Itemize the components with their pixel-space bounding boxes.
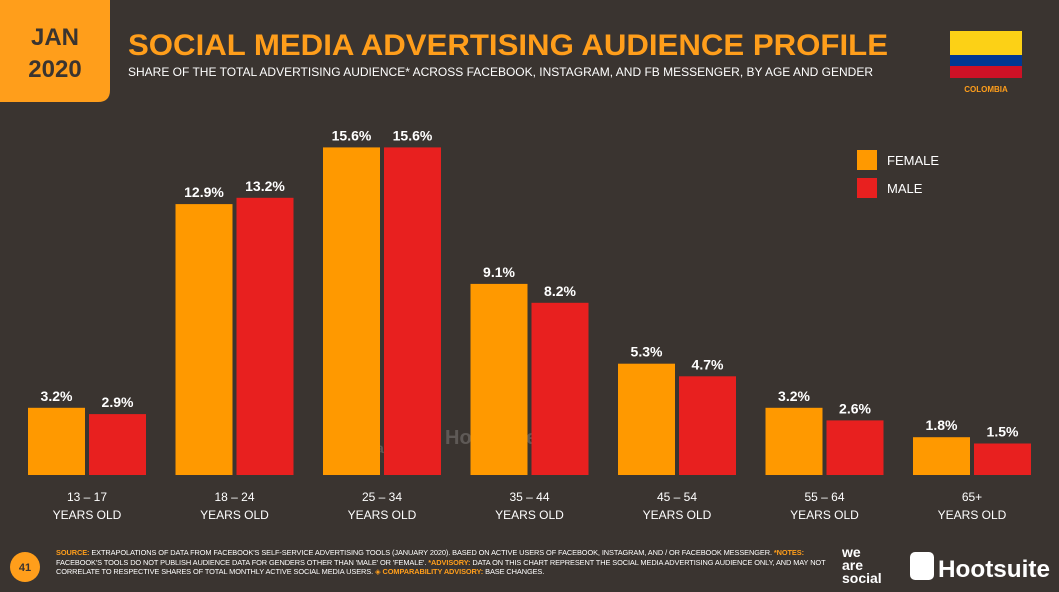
bar — [913, 437, 970, 475]
value-label: 3.2% — [778, 388, 810, 404]
legend-label: MALE — [887, 181, 923, 196]
x-tick-sublabel: YEARS OLD — [790, 508, 859, 522]
x-tick-label: 45 – 54 — [657, 490, 697, 504]
logo-we: we — [841, 544, 861, 560]
footer-heading: *ADVISORY: — [428, 557, 471, 567]
x-tick-label: 25 – 34 — [362, 490, 402, 504]
page-number: 41 — [19, 562, 31, 574]
logo-hootsuite: Hootsuite — [938, 556, 1050, 583]
footer-heading: SOURCE: — [56, 548, 90, 557]
x-tick-label: 65+ — [962, 490, 982, 504]
bar — [765, 407, 823, 475]
bar — [974, 443, 1031, 475]
bar — [384, 147, 441, 475]
bar — [826, 420, 884, 475]
chart-subtitle: SHARE OF THE TOTAL ADVERTISING AUDIENCE*… — [128, 65, 873, 79]
value-label: 9.1% — [483, 264, 515, 280]
x-tick-sublabel: YEARS OLD — [495, 508, 564, 522]
footer-text: EXTRAPOLATIONS OF DATA FROM FACEBOOK'S S… — [89, 548, 774, 557]
value-label: 1.8% — [926, 417, 958, 433]
logo-are: are — [842, 557, 863, 573]
value-label: 1.5% — [987, 424, 1019, 440]
bar — [470, 283, 528, 475]
date-badge — [0, 0, 110, 102]
logo-owl — [910, 552, 934, 580]
page-number-badge — [10, 552, 40, 582]
x-tick-sublabel: YEARS OLD — [938, 508, 1007, 522]
legend-swatch — [857, 150, 877, 170]
flag-yellow — [950, 31, 1022, 55]
x-tick-sublabel: YEARS OLD — [348, 508, 417, 522]
legend-swatch — [857, 178, 877, 198]
logo-social: social — [842, 570, 882, 586]
footer-heading: *NOTES: — [773, 548, 804, 557]
value-label: 13.2% — [245, 178, 285, 194]
footer-notes: SOURCE: EXTRAPOLATIONS OF DATA FROM FACE… — [56, 548, 826, 577]
bar — [236, 197, 294, 476]
bar — [323, 147, 380, 475]
x-tick-label: 35 – 44 — [509, 490, 549, 504]
value-label: 15.6% — [393, 127, 433, 143]
bar — [679, 376, 736, 475]
footer-heading: ◈ COMPARABILITY ADVISORY: — [375, 567, 484, 577]
value-label: 4.7% — [692, 356, 724, 372]
bar — [89, 414, 146, 475]
flag-blue — [950, 55, 1022, 66]
bar — [618, 363, 675, 475]
value-label: 5.3% — [631, 344, 663, 360]
x-tick-label: 13 – 17 — [67, 490, 107, 504]
value-label: 3.2% — [41, 388, 73, 404]
flag-red — [950, 66, 1022, 78]
footer-text: FACEBOOK'S TOOLS DO NOT PUBLISH AUDIENCE… — [56, 557, 429, 567]
value-label: 8.2% — [544, 283, 576, 299]
value-label: 12.9% — [184, 184, 224, 200]
bar — [175, 204, 233, 475]
value-label: 2.6% — [839, 400, 871, 416]
legend-label: FEMALE — [887, 153, 939, 168]
value-label: 2.9% — [102, 394, 134, 410]
bar — [28, 407, 85, 475]
chart-title: SOCIAL MEDIA ADVERTISING AUDIENCE PROFIL… — [128, 29, 888, 62]
x-tick-label: 55 – 64 — [804, 490, 844, 504]
bar — [531, 302, 589, 475]
badge-year: 2020 — [28, 56, 81, 83]
footer-text: DATA ON THIS CHART REPRESENT THE SOCIAL … — [56, 557, 826, 577]
x-tick-sublabel: YEARS OLD — [200, 508, 269, 522]
country-label: COLOMBIA — [964, 85, 1008, 94]
footer-text: BASE CHANGES. — [483, 567, 545, 577]
x-tick-sublabel: YEARS OLD — [53, 508, 122, 522]
value-label: 15.6% — [332, 127, 372, 143]
x-tick-label: 18 – 24 — [214, 490, 254, 504]
flag — [950, 31, 1022, 78]
badge-month: JAN — [31, 24, 79, 51]
x-tick-sublabel: YEARS OLD — [643, 508, 712, 522]
